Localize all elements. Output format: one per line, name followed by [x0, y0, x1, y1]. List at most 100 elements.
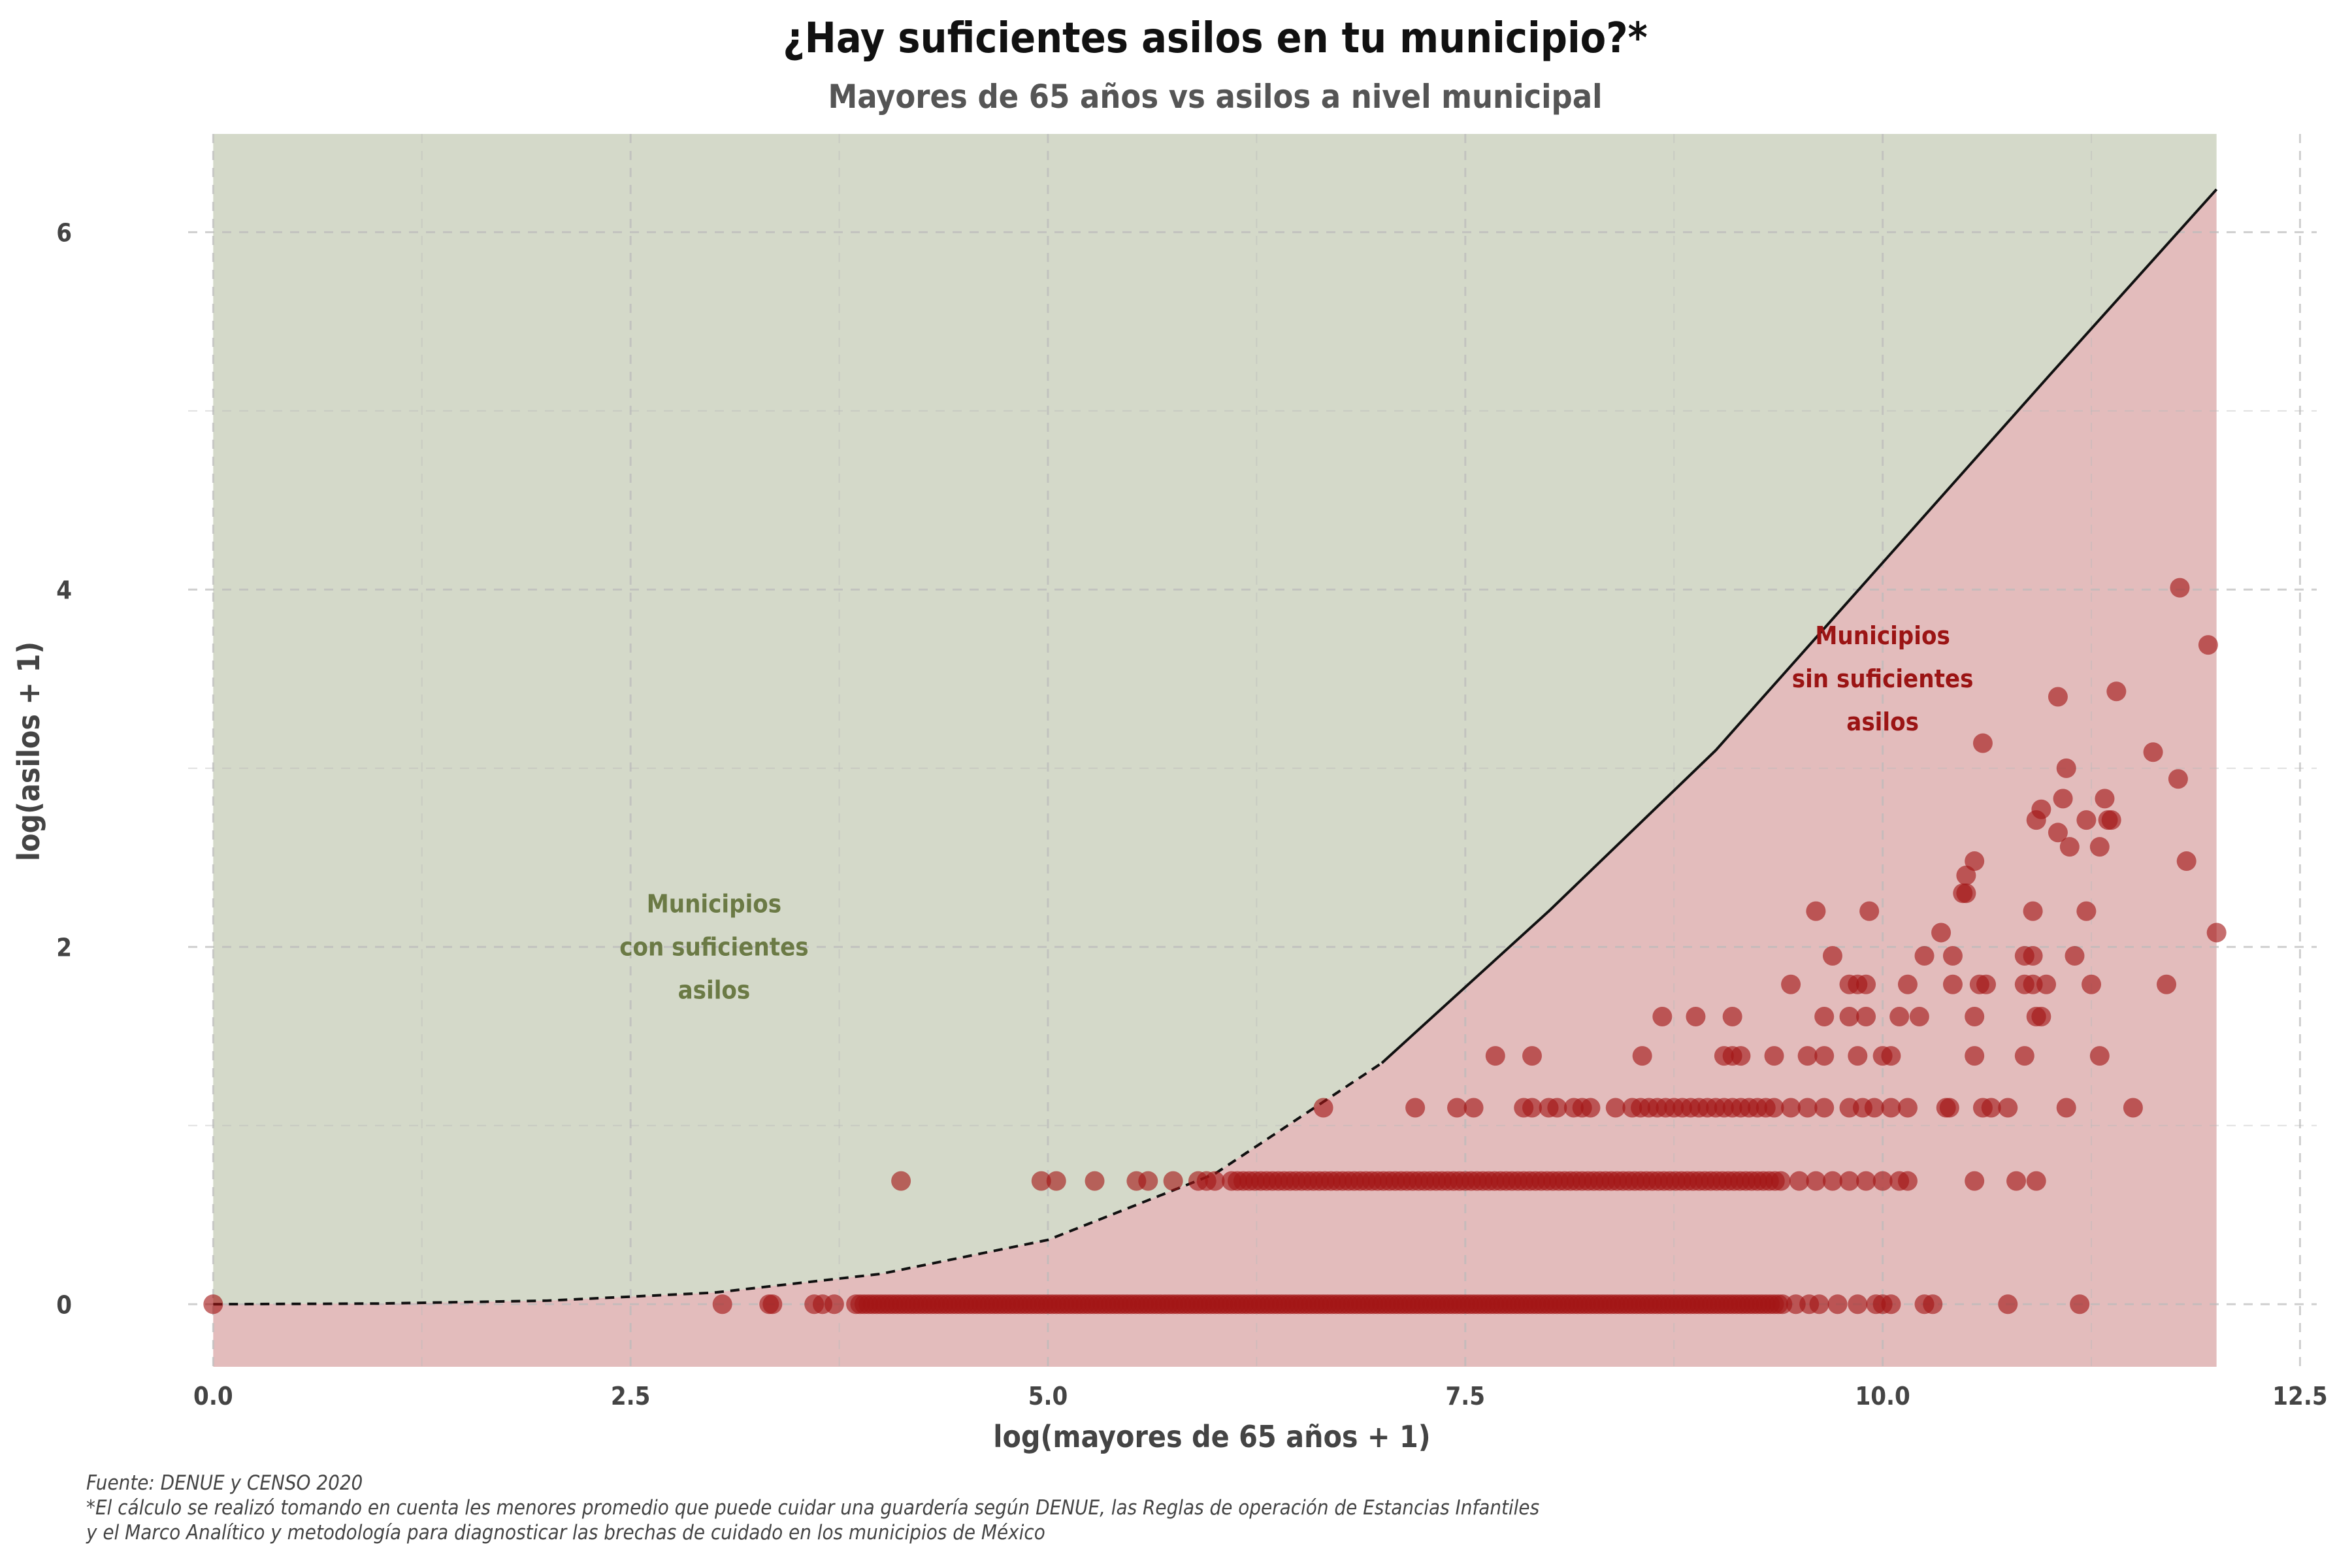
data-point [1781, 1098, 1801, 1118]
data-point [1652, 1006, 1673, 1026]
data-point [1931, 923, 1952, 943]
red-region [213, 189, 2217, 1367]
data-point [1856, 974, 1876, 994]
data-point [2106, 681, 2127, 702]
data-point [1881, 1294, 1901, 1315]
data-point [1447, 1098, 1467, 1118]
data-point [762, 1294, 783, 1315]
data-point [1764, 1098, 1784, 1118]
data-point [2176, 851, 2197, 872]
data-point [1872, 1171, 1893, 1191]
data-point [1848, 1046, 1868, 1066]
annotations: Municipios con suficientes asilos Municipio… [619, 621, 1973, 1004]
x-tick-label: 2.5 [611, 1382, 651, 1411]
data-point [1881, 1098, 1901, 1118]
data-point [1864, 1098, 1884, 1118]
data-point [1138, 1171, 1158, 1191]
annotation-red-line: asilos [1846, 708, 1919, 736]
data-point [2048, 687, 2068, 707]
data-point [1998, 1098, 2018, 1118]
data-point [2095, 789, 2115, 809]
data-point [1405, 1098, 1426, 1118]
annotation-red-line: Municipios [1815, 621, 1950, 650]
data-point [1789, 1171, 1809, 1191]
data-point [1463, 1098, 1484, 1118]
data-point [1771, 1171, 1791, 1191]
data-point [1031, 1171, 1051, 1191]
data-point [1163, 1171, 1183, 1191]
data-point [2026, 1171, 2046, 1191]
data-point [1797, 1098, 1818, 1118]
data-point [2089, 837, 2110, 857]
data-point [1897, 974, 1918, 994]
data-point [1547, 1098, 1567, 1118]
data-point [2123, 1098, 2143, 1118]
data-point [2170, 578, 2190, 598]
data-point [1485, 1046, 1505, 1066]
data-point [2031, 1006, 2051, 1026]
data-point [2065, 946, 2085, 966]
data-point [1897, 1171, 1918, 1191]
data-point [2076, 810, 2097, 830]
x-axis-label: log(mayores de 65 años + 1) [993, 1419, 1430, 1454]
data-points [203, 578, 2227, 1315]
data-point [1814, 1006, 1835, 1026]
data-point [2036, 974, 2057, 994]
data-point [2053, 789, 2073, 809]
annotation-red-line: sin suficientes [1792, 664, 1974, 693]
data-point [1822, 1171, 1842, 1191]
data-point [1998, 1294, 2018, 1315]
data-point [1942, 974, 1963, 994]
data-point [1085, 1171, 1105, 1191]
data-point [2143, 742, 2163, 762]
tick-labels: 0.0 2.5 5.0 7.5 10.0 12.5 0 2 4 6 [56, 218, 2327, 1411]
x-tick-label: 5.0 [1028, 1382, 1068, 1411]
data-point [1605, 1098, 1625, 1118]
data-point [891, 1171, 911, 1191]
method-note-line1: *El cálculo se realizó tomando en cuenta… [86, 1496, 1539, 1520]
method-note-line2: y el Marco Analítico y metodología para … [86, 1521, 1045, 1544]
grid [188, 134, 2317, 1367]
data-point [1205, 1171, 1225, 1191]
data-point [2168, 769, 2188, 789]
data-point [2031, 799, 2051, 819]
data-point [1580, 1098, 1601, 1118]
data-point [1909, 1006, 1929, 1026]
data-point [2048, 823, 2068, 843]
data-point [1859, 901, 1880, 921]
annotation-green-line: asilos [678, 975, 751, 1004]
data-point [1981, 1098, 2001, 1118]
data-point [2089, 1046, 2110, 1066]
data-point [2023, 946, 2043, 966]
data-point [1809, 1294, 1829, 1315]
y-tick-label: 4 [56, 576, 72, 604]
data-point [2023, 901, 2043, 921]
threshold-line-solid [1380, 188, 2218, 1064]
data-point [1814, 1098, 1835, 1118]
source-note: Fuente: DENUE y CENSO 2020 [86, 1471, 363, 1495]
data-point [1939, 1098, 1959, 1118]
data-point [1522, 1046, 1543, 1066]
data-point [1965, 1046, 1985, 1066]
data-point [1806, 1171, 1826, 1191]
data-point [1848, 1294, 1868, 1315]
y-axis-label: log(asilos + 1) [11, 642, 46, 861]
data-point [1822, 946, 1842, 966]
data-point [1781, 974, 1801, 994]
annotation-green-line: Municipios [647, 889, 781, 918]
y-tick-label: 2 [56, 933, 72, 962]
data-point [1722, 1006, 1742, 1026]
x-tick-label: 12.5 [2272, 1382, 2327, 1411]
data-point [1976, 974, 1997, 994]
data-point [2056, 1098, 2076, 1118]
data-point [1856, 1006, 1876, 1026]
data-point [1046, 1171, 1066, 1191]
chart-subtitle: Mayores de 65 años vs asilos a nivel mun… [828, 78, 1602, 116]
data-point [1731, 1046, 1751, 1066]
data-point [1965, 851, 1985, 872]
data-point [2082, 974, 2102, 994]
data-point [2198, 635, 2218, 655]
data-point [712, 1294, 732, 1315]
x-tick-label: 10.0 [1855, 1382, 1910, 1411]
